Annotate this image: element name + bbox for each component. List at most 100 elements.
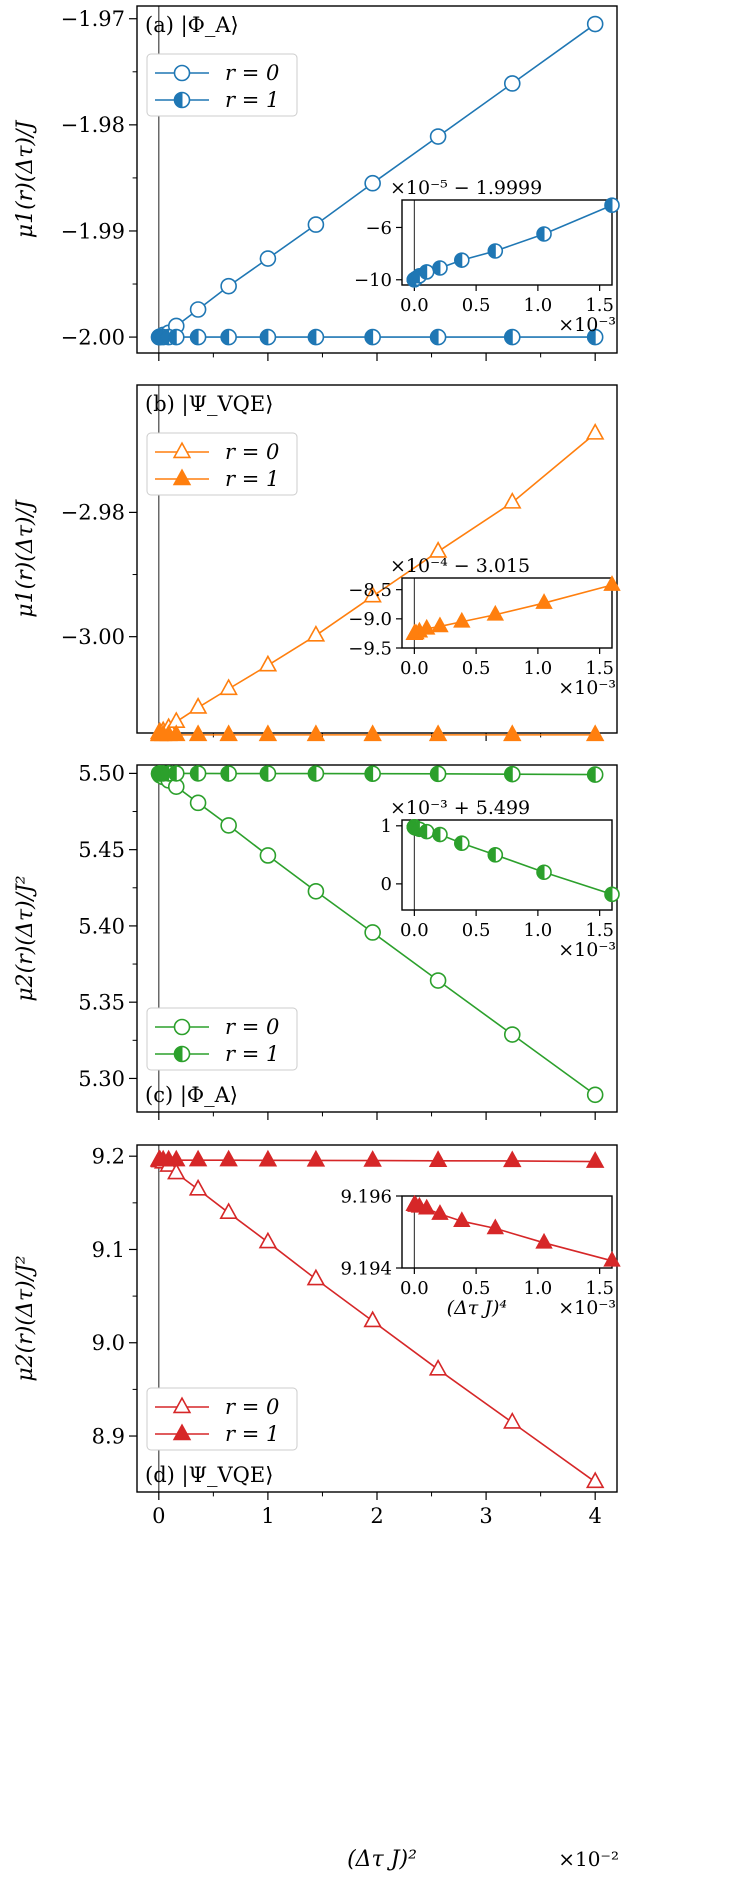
panel-b-series-0-point-11 — [503, 491, 522, 509]
inset-b-series-point-7 — [417, 618, 436, 635]
y-tick-label: 9.196 — [340, 1186, 392, 1207]
inset-a-series-point-6-fill — [411, 268, 420, 284]
inset-b-series-point-8 — [431, 616, 449, 633]
x-tick-label: 1.0 — [524, 920, 553, 941]
x-tick-label: 0.5 — [462, 920, 491, 941]
panel-d-series-1-point-11 — [503, 1150, 522, 1168]
inset-d-series-point-9 — [453, 1211, 471, 1228]
legend-marker — [172, 468, 192, 486]
y-tick-label: 9.2 — [92, 1145, 125, 1169]
y-tick-label: 5.40 — [78, 914, 125, 938]
x-axis-multiplier: ×10⁻² — [558, 1847, 619, 1871]
panel-a-series-1-point-6-fill — [220, 329, 230, 346]
panel-c-series-1-point-5-fill — [190, 765, 199, 782]
panel-a-series-1-point-8-fill — [307, 329, 317, 346]
panel-c-series-0-point-5 — [189, 794, 207, 812]
panel-a-series-1-point-4-fill — [168, 329, 177, 346]
inset-x-multiplier: ×10⁻³ — [558, 1297, 616, 1319]
panel-d-series-0-point-6 — [219, 1202, 238, 1220]
panel-d-series-0-point-5 — [188, 1178, 208, 1196]
panel-label: (b) |Ψ_VQE⟩ — [145, 392, 273, 417]
panel-b-series-0-point-8 — [306, 624, 326, 642]
panel-a-series-1-point-11-fill — [504, 329, 513, 346]
panel-a-series-1-point-3-fill — [160, 329, 170, 346]
legend-marker — [173, 1018, 191, 1036]
y-tick-label: −9.0 — [348, 609, 392, 630]
inset-c-series-point-12-fill — [604, 886, 613, 902]
panel-a-series-1-point-12-fill — [587, 329, 596, 346]
x-tick-label: 0.5 — [462, 295, 491, 316]
panel-a-series-0-point-9 — [364, 174, 381, 192]
panel-b-series-0-point-6 — [219, 678, 238, 696]
inset-d-series-point-11 — [535, 1232, 553, 1249]
legend-marker — [172, 1423, 192, 1441]
inset-c-series-point-11-fill — [536, 864, 545, 880]
legend-marker-fill — [174, 91, 183, 109]
x-tick-label: 1.5 — [585, 920, 614, 941]
panel-b-series-1-point-5 — [188, 724, 208, 742]
panel-c-series-0-point-9 — [364, 924, 381, 941]
panel-c-series-1-point-4-fill — [168, 765, 177, 782]
panel-d-series-1-point-12 — [585, 1151, 605, 1168]
legend-label: r = 0 — [225, 440, 279, 464]
inset-a: 0.0 0.5 1.0 1.5 −10 −6 ×10⁻⁵ − 1.9999 ×10⁻³ — [354, 177, 620, 336]
inset-a-series-point-7-fill — [419, 264, 428, 280]
x-tick-label: 4 — [588, 1504, 601, 1528]
legend: r = 0 r = 1 — [146, 1007, 298, 1071]
x-tick-label: 0 — [152, 1504, 165, 1528]
y-axis-label: μ1(r)(Δτ)/J — [13, 499, 38, 618]
legend-marker — [172, 441, 192, 459]
x-tick-label: 1.0 — [524, 1278, 553, 1299]
panel-c-series-1-point-3-fill — [160, 765, 170, 782]
legend-label: r = 1 — [225, 1042, 279, 1066]
panel-d-series-1-point-6 — [219, 1149, 238, 1167]
y-tick-label: 5.50 — [78, 762, 125, 786]
panel-b-series-1-point-12 — [585, 724, 605, 742]
y-tick-label: −1.99 — [61, 219, 125, 243]
panel-b-series-0-point-10 — [428, 541, 448, 558]
panel-label: (d) |Ψ_VQE⟩ — [145, 1463, 273, 1488]
inset-a-series-point-11-fill — [536, 226, 545, 242]
panel-a-series-0-point-6 — [220, 277, 237, 295]
inset-offset-label: ×10⁻⁴ − 3.015 — [390, 555, 530, 577]
legend-label: r = 1 — [225, 467, 279, 491]
legend-label: r = 1 — [225, 88, 279, 112]
inset-b: 0.0 0.5 1.0 1.5 −9.5 −9.0 −8.5 ×10⁻⁴ − 3.015 ×10… — [348, 555, 621, 699]
panel-a-series-0-point-8 — [307, 216, 325, 233]
x-tick-label: 0.5 — [462, 1278, 491, 1299]
legend-label: r = 0 — [225, 1015, 279, 1039]
y-tick-label: 5.35 — [78, 991, 125, 1015]
x-tick-label: 1 — [261, 1504, 274, 1528]
panel-a-series-1-point-9-fill — [364, 329, 374, 346]
panel-a-series-0-point-11 — [503, 75, 521, 92]
x-tick-label: 0.0 — [400, 658, 429, 679]
y-tick-label: 8.9 — [92, 1424, 125, 1448]
panel-d-series-1-point-4 — [167, 1149, 186, 1167]
inset-a-series-point-10-fill — [487, 243, 496, 259]
inset-b-series-point-10 — [486, 604, 505, 621]
y-tick-label: −9.5 — [348, 638, 392, 659]
panel-b-series-0-point-12 — [585, 422, 605, 440]
inset-c-series-point-6-fill — [411, 821, 420, 837]
panel-d-series-1-point-8 — [306, 1149, 326, 1167]
inset-offset-label: ×10⁻⁵ − 1.9999 — [390, 177, 542, 199]
panel-c-series-0-point-8 — [307, 882, 325, 900]
panel-a-series-0-point-5 — [189, 301, 207, 318]
inset-b-series-point-11 — [535, 593, 553, 609]
panel-c-series-1-point-12-fill — [587, 766, 596, 783]
y-tick-label: 1 — [381, 816, 392, 837]
legend-marker — [172, 1396, 192, 1414]
y-tick-label: −8.5 — [348, 580, 392, 601]
legend-label: r = 1 — [225, 1422, 279, 1446]
legend-label: r = 0 — [225, 1395, 279, 1419]
y-tick-label: 5.45 — [78, 838, 125, 862]
panel-d-series-1-point-10 — [428, 1150, 448, 1167]
y-axis-label: μ2(r)(Δτ)/J² — [13, 875, 38, 1001]
y-tick-label: −10 — [354, 270, 392, 291]
panel-label: (a) |Φ_A⟩ — [145, 13, 239, 38]
axes-frame — [401, 1195, 613, 1269]
panel-b-series-1-point-9 — [363, 724, 382, 742]
panel-c-series-0-point-7 — [259, 847, 277, 864]
legend-marker — [173, 64, 191, 82]
